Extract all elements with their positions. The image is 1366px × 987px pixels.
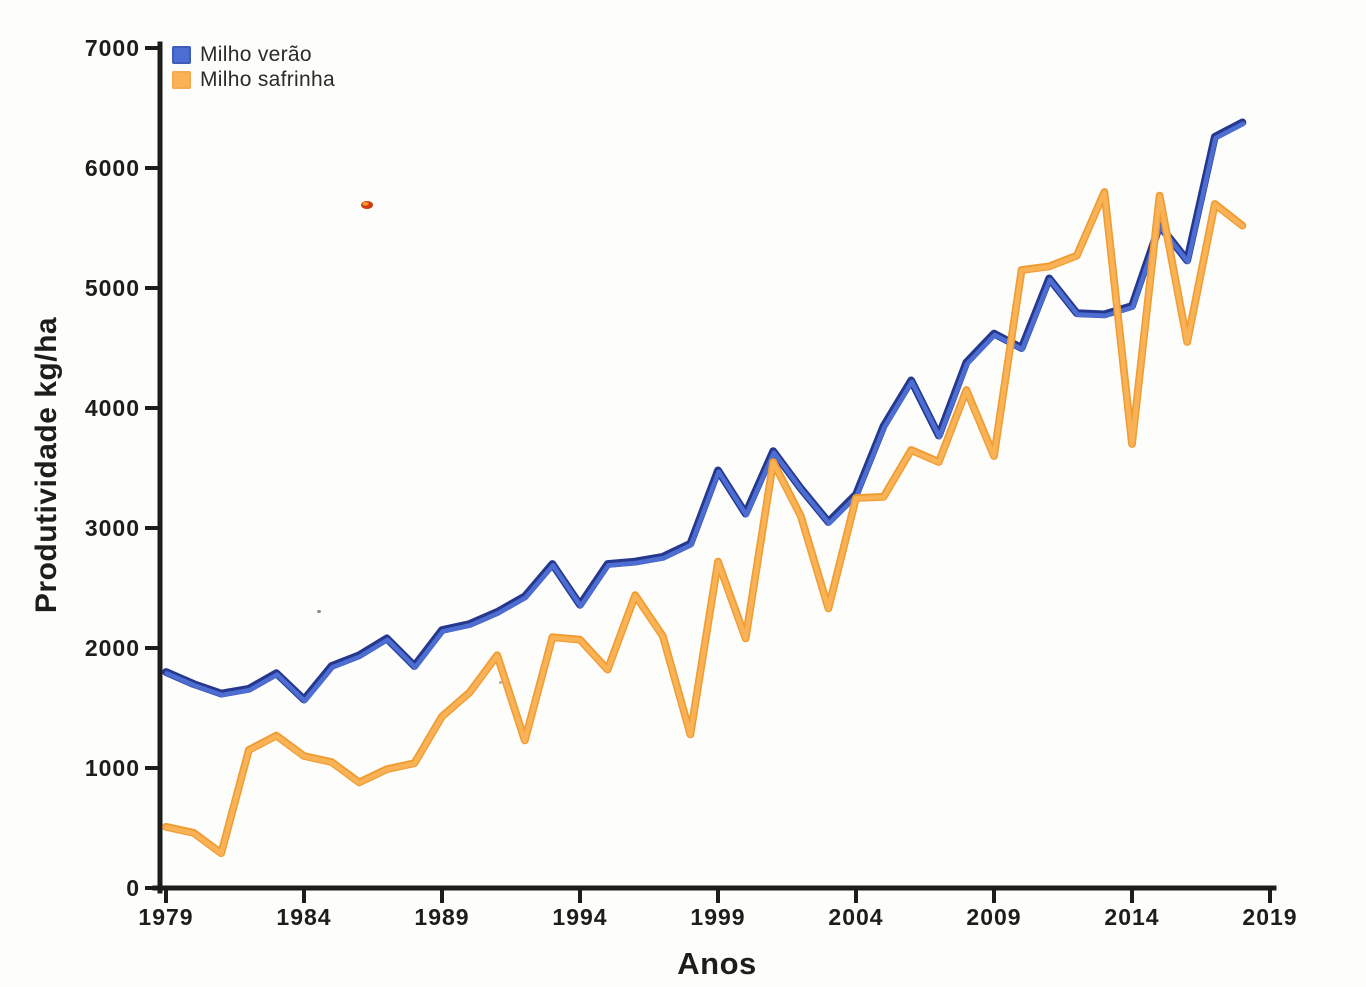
legend-item-milho-safrinha: Milho safrinha [172,68,335,91]
y-tick-label: 0 [126,875,140,901]
legend-swatch-milho-verao [172,46,191,64]
series-line-milho-safrinha [163,190,1245,856]
x-tick-label: 1979 [138,904,193,930]
y-tick-label: 5000 [85,275,140,301]
x-tick-label: 2019 [1242,904,1297,930]
x-axis-title: Anos [677,946,757,981]
x-tick-label: 1989 [414,904,469,930]
y-tick-label: 1000 [85,755,140,781]
y-tick-label: 4000 [85,395,140,421]
x-tick-label: 2009 [966,904,1021,930]
x-tick-label: 2014 [1104,904,1159,930]
legend-label: Milho verão [200,43,312,66]
legend: Milho verão Milho safrinha [172,43,335,91]
y-tick-label: 3000 [85,515,140,541]
series-line-milho-verao [164,121,1246,704]
y-tick-label: 6000 [85,155,140,181]
y-axis-title: Produtividade kg/ha [30,316,63,614]
y-tick-label: 7000 [85,35,140,61]
x-tick-label: 2004 [828,904,883,930]
scan-speck [317,610,321,613]
series-line-milho-safrinha-edge [162,188,1247,858]
y-tick-label: 2000 [85,635,140,661]
legend-label: Milho safrinha [200,68,335,91]
x-tick-label: 1984 [276,904,331,930]
scan-speck [499,681,502,684]
x-tick-label: 1994 [552,904,607,930]
scan-artifact-red-center [362,202,369,206]
legend-item-milho-verao: Milho verão [172,43,335,66]
x-tick-label: 1999 [690,904,745,930]
series-line-milho-verao-edge [162,118,1247,704]
legend-swatch-milho-safrinha [172,71,191,89]
